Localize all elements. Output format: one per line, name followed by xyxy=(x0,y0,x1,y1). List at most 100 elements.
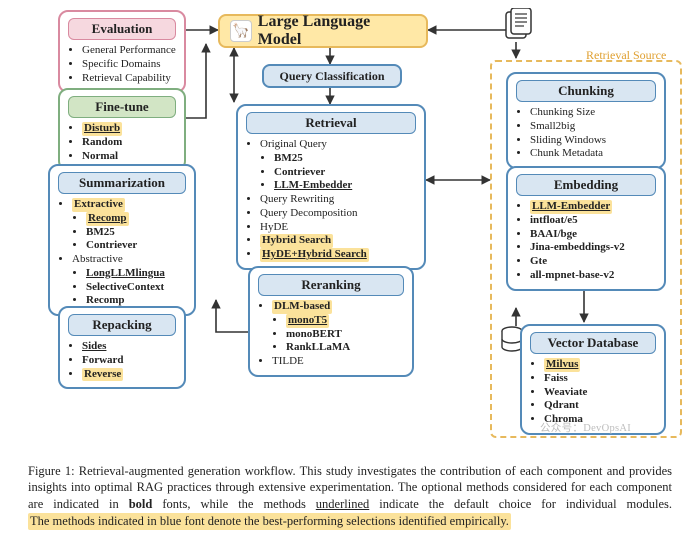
list-item: HyDE xyxy=(260,221,416,235)
list-item-label: DLM-based xyxy=(272,300,332,314)
list-item-label: BM25 xyxy=(86,226,115,238)
list-item-label: Specific Domains xyxy=(82,58,161,70)
list-item-label: Query Decomposition xyxy=(260,207,357,219)
list-item-label: Small2big xyxy=(530,120,575,132)
node-evaluation: Evaluation General Performance Specific Do… xyxy=(58,10,186,93)
list-item: Normal xyxy=(82,150,176,164)
node-title: Vector Database xyxy=(530,332,656,354)
list-item-label: all-mpnet-base-v2 xyxy=(530,269,614,281)
list-item: Sides xyxy=(82,340,176,354)
caption-text-3: indicate the default choice for individu… xyxy=(369,497,672,511)
list-item: Hybrid Search xyxy=(260,234,416,248)
node-embedding: Embedding LLM-Embedderintfloat/e5 BAAI/bge… xyxy=(506,166,666,291)
node-retrieval: Retrieval Original Query BM25 ContrieverLLM… xyxy=(236,104,426,270)
list-item: Gte xyxy=(530,255,656,269)
list-item-label: SelectiveContext xyxy=(86,281,164,293)
list-item-label: BM25 xyxy=(274,152,303,164)
caption-highlight: The methods indicated in blue font denot… xyxy=(28,513,511,530)
list-item: Faiss xyxy=(544,372,656,386)
list-item-label: Retrieval Capability xyxy=(82,72,171,84)
node-title: Chunking xyxy=(516,80,656,102)
list-item: Chunking Size xyxy=(530,106,656,120)
list-item-label: monoT5 xyxy=(286,314,329,328)
list-item-label: Normal xyxy=(82,150,118,162)
list-item: Chunk Metadata xyxy=(530,147,656,161)
list-item-label: Jina-embeddings-v2 xyxy=(530,241,625,253)
list-item-label: Extractive xyxy=(72,198,125,212)
list-item-label: LLM-Embedder xyxy=(274,179,352,191)
list-item: Specific Domains xyxy=(82,58,176,72)
list-item: Retrieval Capability xyxy=(82,72,176,86)
list-item: Contriever xyxy=(86,239,186,253)
list-item: Reverse xyxy=(82,368,176,382)
retrieval-source-label: Retrieval Source xyxy=(586,48,666,63)
list-item: Contriever xyxy=(274,166,416,180)
list-item: Small2big xyxy=(530,120,656,134)
node-title: Retrieval xyxy=(246,112,416,134)
list-item-label: Faiss xyxy=(544,372,568,384)
list-item: Disturb xyxy=(82,122,176,136)
list-item: ExtractiveRecompBM25Contriever xyxy=(72,198,186,253)
list-item: RankLLaMA xyxy=(286,341,404,355)
list-item: Qdrant xyxy=(544,399,656,413)
list-item-label: Original Query xyxy=(260,138,327,150)
list-item: Query Rewriting xyxy=(260,193,416,207)
list-item: DLM-basedmonoT5monoBERTRankLLaMA xyxy=(272,300,404,355)
node-title: Repacking xyxy=(68,314,176,336)
list-item-label: monoBERT xyxy=(286,328,342,340)
list-item-label: Sides xyxy=(82,340,106,352)
node-title: Evaluation xyxy=(68,18,176,40)
watermark-text: 公众号：DevOpsAI xyxy=(540,420,631,435)
caption-underline: underlined xyxy=(316,497,369,511)
list-item-label: Abstractive xyxy=(72,253,123,265)
list-item: Milvus xyxy=(544,358,656,372)
node-title: Reranking xyxy=(258,274,404,296)
llama-icon: 🦙 xyxy=(230,20,252,42)
diagram-canvas: 🦙 Large Language Model Query Classificat… xyxy=(0,0,700,445)
node-finetune: Fine-tune DisturbRandom Normal xyxy=(58,88,186,171)
list-item: Sliding Windows xyxy=(530,134,656,148)
list-item: LLM-Embedder xyxy=(274,179,416,193)
list-item-label: Hybrid Search xyxy=(260,234,333,248)
list-item-label: HyDE+Hybrid Search xyxy=(260,248,369,262)
list-item: BAAI/bge xyxy=(530,228,656,242)
list-item: Original Query BM25 ContrieverLLM-Embedder xyxy=(260,138,416,193)
node-summarization: SummarizationExtractiveRecompBM25Contrie… xyxy=(48,164,196,316)
list-item-label: Milvus xyxy=(544,358,580,372)
list-item-label: General Performance xyxy=(82,44,176,56)
list-item: Abstractive LongLLMlinguaSelectiveContext… xyxy=(72,253,186,308)
list-item: LLM-Embedder xyxy=(530,200,656,214)
list-item-label: HyDE xyxy=(260,221,288,233)
list-item-label: Query Rewriting xyxy=(260,193,334,205)
node-vectordb: Vector Database MilvusFaiss WeaviateQdrant… xyxy=(520,324,666,435)
node-title: Fine-tune xyxy=(68,96,176,118)
list-item: Forward xyxy=(82,354,176,368)
list-item: Jina-embeddings-v2 xyxy=(530,241,656,255)
list-item: monoBERT xyxy=(286,328,404,342)
list-item: TILDE xyxy=(272,355,404,369)
list-item-label: Forward xyxy=(82,354,124,366)
node-reranking: Reranking DLM-basedmonoT5monoBERTRankLLaM… xyxy=(248,266,414,377)
list-item-label: Random xyxy=(82,136,122,148)
list-item-label: BAAI/bge xyxy=(530,228,577,240)
query-classification-label: Query Classification xyxy=(280,69,385,84)
list-item: LongLLMlingua xyxy=(86,267,186,281)
list-item: monoT5 xyxy=(286,314,404,328)
list-item: BM25 xyxy=(274,152,416,166)
list-item-label: intfloat/e5 xyxy=(530,214,578,226)
list-item-label: Gte xyxy=(530,255,547,267)
caption-bold: bold xyxy=(129,497,153,511)
list-item: Query Decomposition xyxy=(260,207,416,221)
caption-text-2: fonts, while the methods xyxy=(152,497,315,511)
figure-caption: Figure 1: Retrieval-augmented generation… xyxy=(28,463,672,531)
query-classification-node: Query Classification xyxy=(262,64,402,88)
list-item: BM25 xyxy=(86,226,186,240)
list-item: Recomp xyxy=(86,212,186,226)
list-item-label: Contriever xyxy=(274,166,325,178)
llm-label: Large Language Model xyxy=(258,13,416,49)
list-item: SelectiveContext xyxy=(86,281,186,295)
node-repacking: Repacking Sides Forward Reverse xyxy=(58,306,186,389)
list-item-label: Recomp xyxy=(86,212,129,226)
node-title: Embedding xyxy=(516,174,656,196)
list-item-label: Weaviate xyxy=(544,386,587,398)
